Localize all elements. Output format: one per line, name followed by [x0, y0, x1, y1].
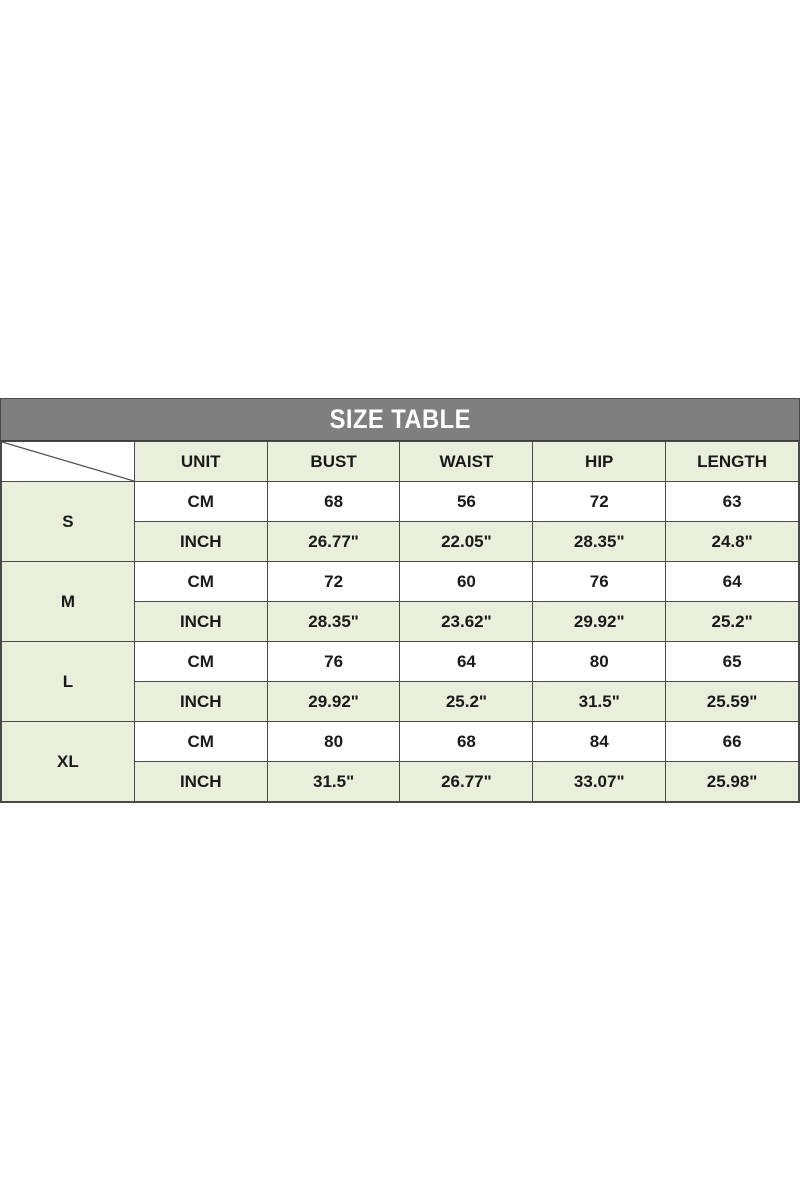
cell-m-inch-hip: 29.92": [532, 601, 667, 642]
cell-xl-inch-hip: 33.07": [532, 761, 667, 802]
header-row: UNIT BUST WAIST HIP LENGTH: [1, 441, 799, 482]
cell-xl-inch-bust: 31.5": [266, 761, 401, 802]
unit-label: CM: [133, 641, 268, 682]
cell-xl-cm-hip: 84: [532, 721, 667, 762]
table-row-m-cm: M CM 72 60 76 64: [1, 561, 799, 642]
cell-m-cm-length: 64: [665, 561, 799, 602]
cell-m-inch-waist: 23.62": [399, 601, 534, 642]
cell-l-cm-length: 65: [665, 641, 799, 682]
size-label-s: S: [1, 481, 135, 562]
size-label-l: L: [1, 641, 135, 722]
table-row-l-cm: L CM 76 64 80 65: [1, 641, 799, 722]
cell-m-inch-bust: 28.35": [266, 601, 401, 642]
col-header-unit: UNIT: [133, 441, 268, 482]
col-header-hip: HIP: [532, 441, 667, 482]
cell-s-cm-hip: 72: [532, 481, 667, 522]
col-header-length: LENGTH: [665, 441, 799, 482]
cell-l-cm-waist: 64: [399, 641, 534, 682]
diagonal-line: [2, 442, 134, 481]
table-row-xl-inch: INCH 31.5" 26.77" 33.07" 25.98": [2, 761, 799, 802]
table-row-s-inch: INCH 26.77" 22.05" 28.35" 24.8": [2, 521, 799, 562]
cell-l-inch-waist: 25.2": [399, 681, 534, 722]
cell-xl-cm-length: 66: [665, 721, 799, 762]
cell-s-inch-bust: 26.77": [266, 521, 401, 562]
unit-label: CM: [133, 721, 268, 762]
cell-s-cm-length: 63: [665, 481, 799, 522]
size-table: SIZE TABLE UNIT BUST WAIST HIP LENGTH: [0, 398, 800, 803]
cell-l-cm-bust: 76: [266, 641, 401, 682]
unit-label: CM: [133, 561, 268, 602]
size-label-m: M: [1, 561, 135, 642]
cell-l-inch-bust: 29.92": [266, 681, 401, 722]
cell-m-cm-waist: 60: [399, 561, 534, 602]
table-row-xl-cm: XL CM 80 68 84 66: [1, 721, 799, 802]
table-row-m-inch: INCH 28.35" 23.62" 29.92" 25.2": [2, 601, 799, 642]
size-table-grid: UNIT BUST WAIST HIP LENGTH S CM 68 56 72…: [1, 441, 799, 802]
col-header-bust: BUST: [266, 441, 401, 482]
unit-label: CM: [133, 481, 268, 522]
cell-l-cm-hip: 80: [532, 641, 667, 682]
size-table-title-bar: SIZE TABLE: [1, 399, 799, 441]
table-row-l-inch: INCH 29.92" 25.2" 31.5" 25.59": [2, 681, 799, 722]
size-label-xl: XL: [1, 721, 135, 802]
cell-l-inch-length: 25.59": [665, 681, 799, 722]
col-header-waist: WAIST: [399, 441, 534, 482]
cell-xl-cm-bust: 80: [266, 721, 401, 762]
unit-label: INCH: [133, 601, 268, 642]
table-row-s-cm: S CM 68 56 72 63: [1, 481, 799, 562]
unit-label: INCH: [133, 681, 268, 722]
cell-xl-inch-waist: 26.77": [399, 761, 534, 802]
cell-s-inch-hip: 28.35": [532, 521, 667, 562]
cell-l-inch-hip: 31.5": [532, 681, 667, 722]
unit-label: INCH: [133, 521, 268, 562]
cell-m-inch-length: 25.2": [665, 601, 799, 642]
cell-s-inch-length: 24.8": [665, 521, 799, 562]
cell-xl-cm-waist: 68: [399, 721, 534, 762]
size-table-title: SIZE TABLE: [329, 404, 471, 434]
cell-xl-inch-length: 25.98": [665, 761, 799, 802]
cell-s-cm-waist: 56: [399, 481, 534, 522]
cell-m-cm-hip: 76: [532, 561, 667, 602]
cell-s-cm-bust: 68: [266, 481, 401, 522]
cell-s-inch-waist: 22.05": [399, 521, 534, 562]
unit-label: INCH: [133, 761, 268, 802]
corner-cell: [1, 441, 135, 482]
cell-m-cm-bust: 72: [266, 561, 401, 602]
